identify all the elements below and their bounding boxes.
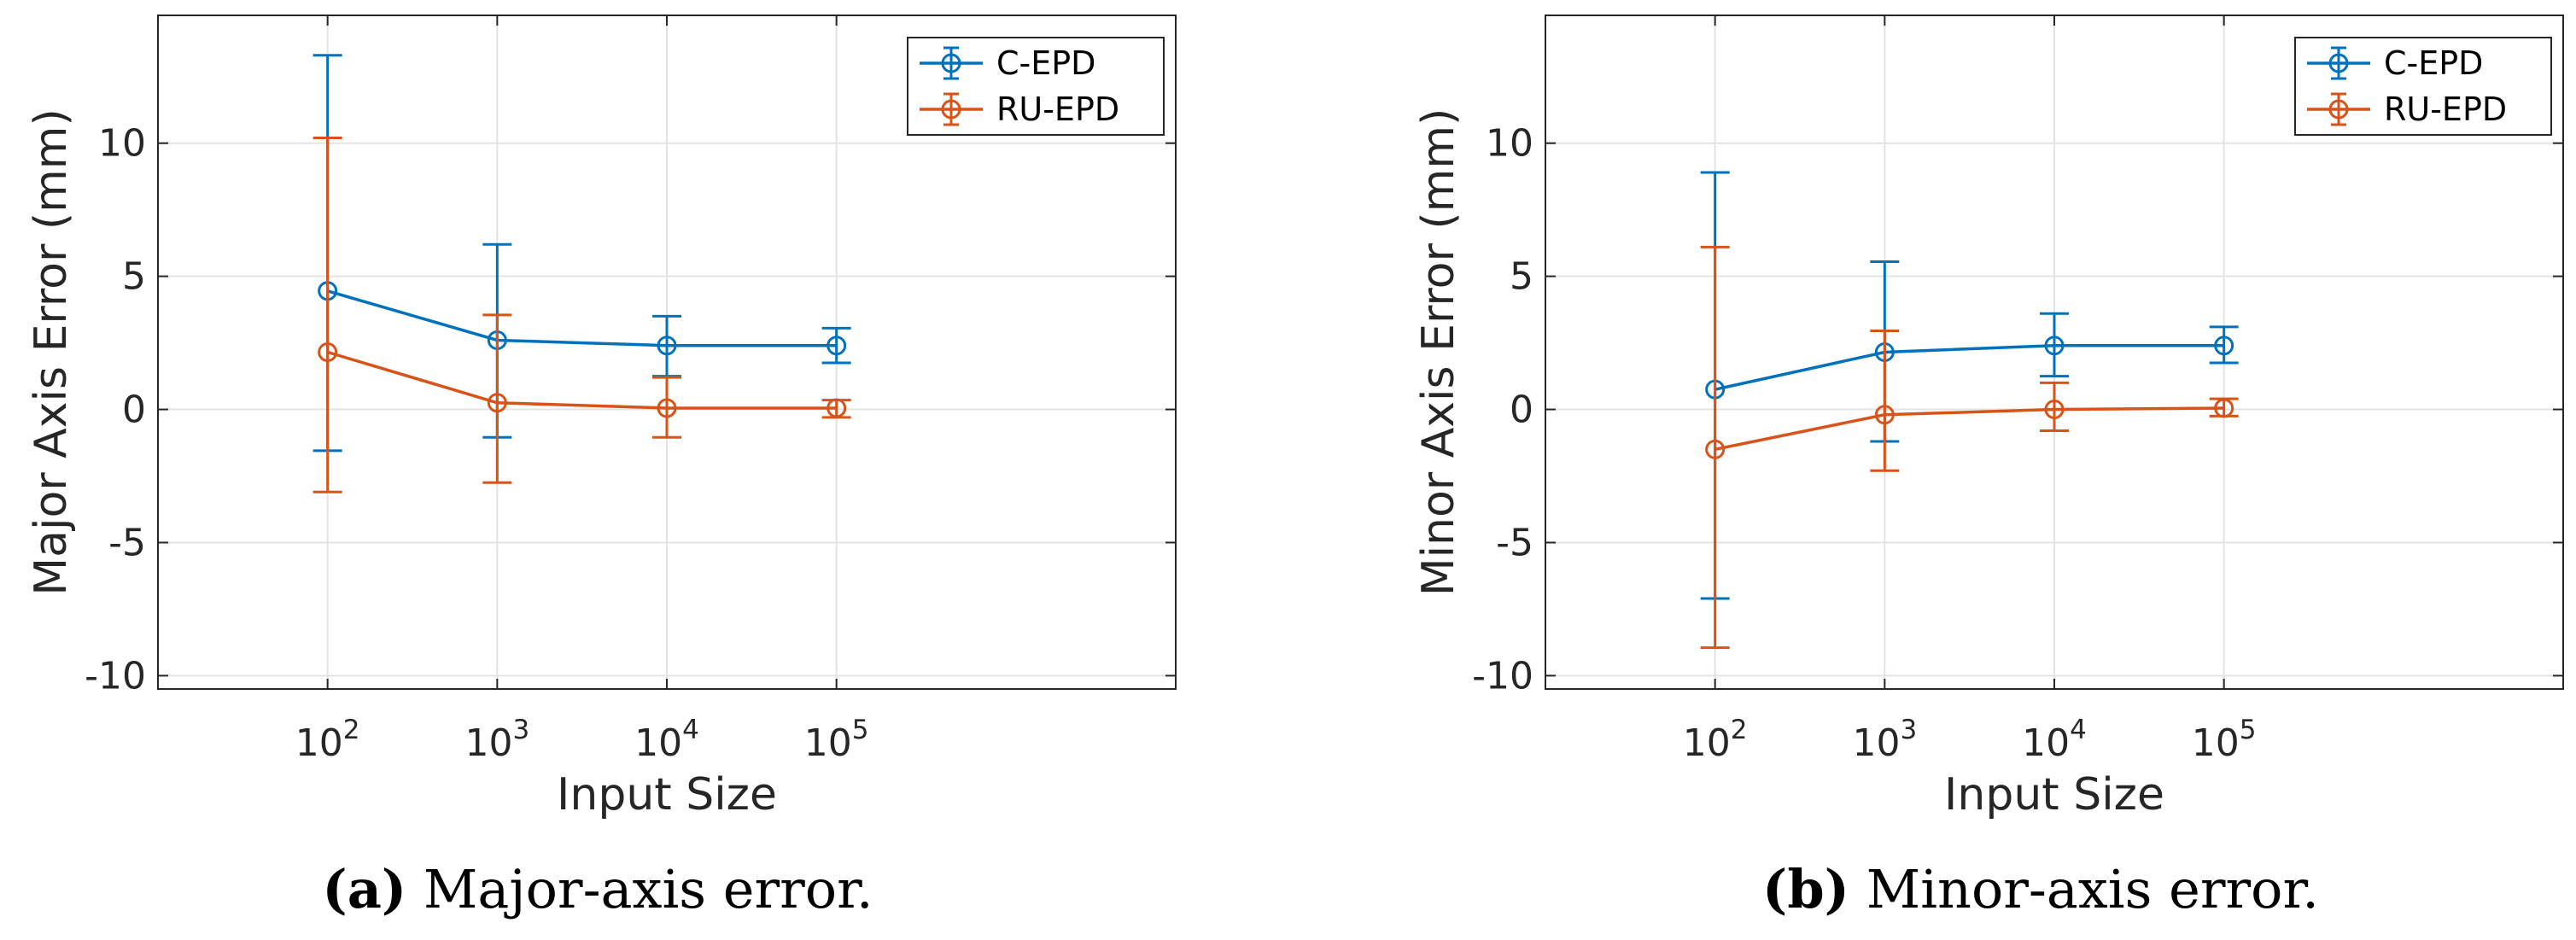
data-point-marker (657, 398, 677, 418)
y-axis-label: Major Axis Error (mm) (26, 108, 77, 595)
y-tick-label: 10 (98, 122, 146, 166)
caption-label: (a) (322, 858, 406, 920)
data-point-marker (2214, 398, 2234, 418)
y-tick-label: 0 (1510, 388, 1533, 432)
legend-marker (2328, 53, 2349, 73)
legend-label: RU-EPD (996, 90, 1119, 128)
y-tick-label: 5 (122, 255, 146, 299)
data-point-marker (2214, 336, 2234, 356)
legend-label: C-EPD (996, 44, 1095, 82)
x-axis-label: Input Size (557, 769, 777, 820)
data-point-marker (2044, 336, 2065, 356)
series-ru-epd (1700, 245, 2239, 650)
x-tick-label: 102 (1683, 715, 1748, 765)
x-tick-label: 103 (464, 715, 529, 765)
data-point-marker (2044, 400, 2065, 420)
chart-panel-2: -10 -5 0 5 10 102 103 104 105 Input Size Minor Axi… (1413, 15, 2564, 920)
y-tick-label: -5 (108, 521, 146, 564)
y-axis-label: Minor Axis Error (mm) (1413, 108, 1464, 597)
x-tick-label: 105 (2192, 715, 2257, 765)
figure-caption: (b) Minor-axis error. (1762, 858, 2319, 920)
x-tick-label: 105 (804, 715, 869, 765)
caption-label: (b) (1762, 858, 1849, 920)
y-tick-label: 10 (1486, 122, 1533, 166)
y-tick-label: -10 (1472, 654, 1533, 698)
legend-marker (941, 99, 961, 120)
series-line (327, 289, 837, 347)
x-tick-label: 103 (1852, 715, 1917, 765)
series-line (1714, 406, 2224, 452)
series-line (1714, 343, 2224, 391)
series-line (327, 350, 837, 410)
data-point-marker (827, 336, 847, 356)
legend: C-EPD RU-EPD (907, 37, 1165, 136)
y-tick-label: 5 (1510, 255, 1533, 299)
x-tick-label: 102 (295, 715, 360, 765)
data-point-marker (1874, 405, 1895, 425)
chart-panel-1: -10 -5 0 5 10 102 103 104 105 Input Size Major Axi… (26, 15, 1177, 920)
legend-marker (2328, 99, 2349, 120)
legend-label: RU-EPD (2384, 90, 2507, 128)
figure-caption: (a) Major-axis error. (322, 858, 873, 920)
y-tick-label: -5 (1496, 521, 1533, 564)
legend: C-EPD RU-EPD (2294, 37, 2552, 136)
y-tick-label: -10 (85, 654, 146, 698)
x-tick-label: 104 (2022, 715, 2087, 765)
caption-text: Minor-axis error. (1849, 858, 2319, 920)
series-ru-epd (313, 136, 851, 493)
data-point-marker (827, 398, 847, 418)
caption-text: Major-axis error. (406, 858, 873, 920)
legend-marker (941, 53, 961, 73)
legend-label: C-EPD (2384, 44, 2483, 82)
data-point-marker (657, 336, 677, 356)
data-point-marker (487, 393, 507, 413)
y-tick-label: 0 (122, 388, 146, 432)
data-point-marker (1705, 439, 1726, 459)
x-tick-label: 104 (634, 715, 699, 765)
x-axis-label: Input Size (1944, 769, 2164, 820)
data-point-marker (318, 342, 338, 362)
